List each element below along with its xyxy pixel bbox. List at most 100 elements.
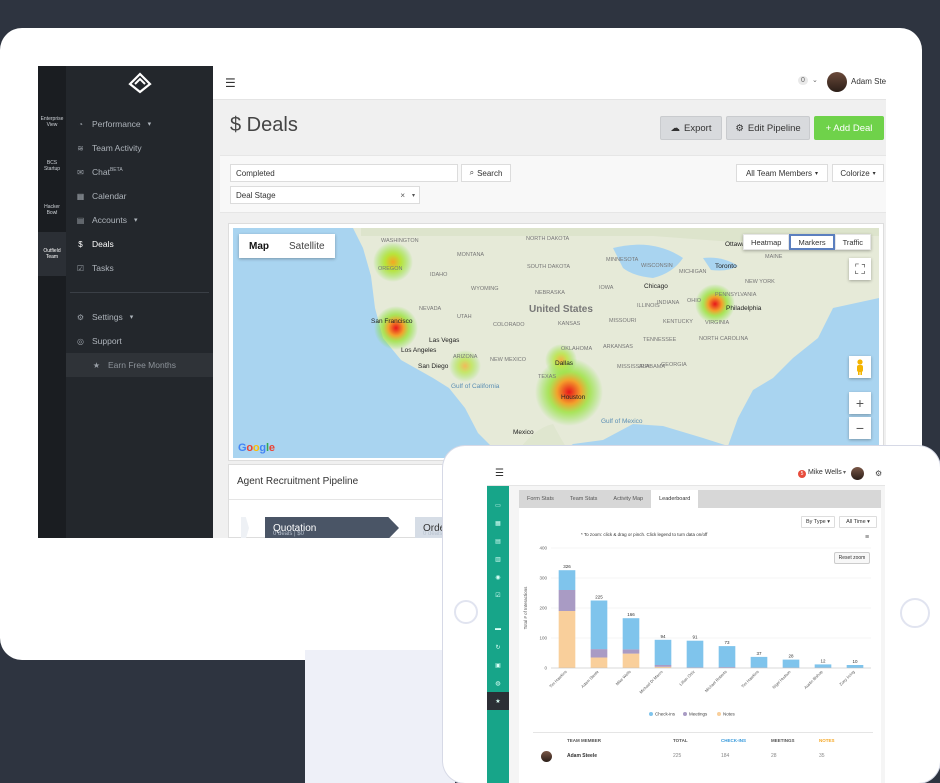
- deal-stage-select[interactable]: Deal Stage × ▾: [230, 186, 420, 204]
- x-tick-label: Lillian Ortiz: [678, 669, 696, 687]
- rail-icon[interactable]: ▦: [495, 520, 501, 527]
- map-label: NEW YORK: [745, 279, 775, 285]
- logo[interactable]: [127, 72, 153, 94]
- rail-icon[interactable]: ▤: [495, 538, 501, 545]
- rail-icon[interactable]: ↻: [495, 644, 501, 651]
- chevron-down-icon[interactable]: ▾: [843, 470, 847, 476]
- map-label: COLORADO: [493, 322, 525, 328]
- colorize-dropdown[interactable]: Colorize ▾: [832, 164, 884, 182]
- sidebar-item-calendar[interactable]: ▦ Calendar: [66, 184, 213, 208]
- sidebar-item-earn-free-months[interactable]: ★ Earn Free Months: [66, 353, 213, 377]
- chart-menu-icon[interactable]: ≡: [865, 534, 870, 541]
- map-label: MAINE: [765, 254, 783, 260]
- sidebar: ◔ Performance ▾ ≋ Team Activity ✉ ChatBETA ▦ Cal…: [66, 66, 213, 538]
- avatar: [541, 751, 552, 762]
- rail-icon[interactable]: ▬: [495, 626, 501, 632]
- map-label: WASHINGTON: [381, 238, 419, 244]
- markers-button[interactable]: Markers: [789, 234, 835, 250]
- map-label: Gulf of California: [451, 383, 500, 390]
- table-row[interactable]: Adam Steele 225 184 28 35: [519, 750, 881, 764]
- rail-icon[interactable]: ▥: [495, 556, 501, 563]
- rail-item-3[interactable]: Outfield Team: [38, 232, 66, 276]
- rail-item-1[interactable]: BCS Startup: [43, 160, 61, 172]
- colorize-label: Colorize: [840, 168, 870, 178]
- notification-badge[interactable]: 5: [798, 470, 806, 478]
- rail-item-2[interactable]: Hacker Bowl: [44, 204, 60, 216]
- all-time-dropdown[interactable]: All Time ▾: [839, 516, 877, 528]
- map-label: Mexico: [513, 429, 534, 436]
- map-label: UTAH: [457, 314, 472, 320]
- map-label: WISCONSIN: [641, 263, 673, 269]
- rail-icon[interactable]: ▣: [495, 662, 501, 669]
- clear-icon[interactable]: ×: [400, 190, 405, 200]
- map-label: KANSAS: [558, 321, 581, 327]
- user-name[interactable]: Adam Ste: [851, 77, 886, 86]
- pipeline-stage-quotation[interactable]: Quotation: [265, 517, 399, 538]
- status-filter-input[interactable]: Completed: [230, 164, 458, 182]
- data-label: 91: [692, 635, 698, 640]
- rail-icon[interactable]: ◉: [495, 574, 501, 581]
- map-label: Ottawa: [725, 241, 746, 248]
- deals-map[interactable]: WASHINGTON MONTANA NORTH DAKOTA MINNESOTA SO…: [233, 228, 879, 458]
- map-label: SOUTH DAKOTA: [527, 264, 570, 270]
- rail-icon[interactable]: ☑: [495, 592, 501, 599]
- team-members-dropdown[interactable]: All Team Members ▾: [736, 164, 828, 182]
- zoom-out-icon[interactable]: −: [849, 417, 871, 439]
- map-type-satellite[interactable]: Satellite: [289, 240, 325, 252]
- map-label: Chicago: [644, 283, 668, 290]
- pegman-icon[interactable]: [849, 356, 871, 378]
- sidebar-item-support[interactable]: ◎ Support: [66, 329, 213, 353]
- edit-pipeline-button[interactable]: ⚙ Edit Pipeline: [726, 116, 810, 140]
- sidebar-item-settings[interactable]: ⚙ Settings ▾: [66, 305, 213, 329]
- stage-label: Orde: [423, 522, 446, 534]
- export-button[interactable]: ☁ Export: [660, 116, 722, 140]
- user-name[interactable]: Mike Wells: [808, 469, 842, 476]
- sidebar-item-performance[interactable]: ◔ Performance ▾: [66, 112, 213, 136]
- sidebar-item-team-activity[interactable]: ≋ Team Activity: [66, 136, 213, 160]
- tab-team-stats[interactable]: Team Stats: [569, 496, 598, 502]
- bar-meetings: [558, 590, 576, 611]
- sidebar-item-label: Deals: [92, 239, 114, 249]
- gear-icon: ⚙: [76, 312, 85, 322]
- rail-item-0[interactable]: Enterprise View: [40, 116, 64, 128]
- legend-label: Meetings: [689, 712, 708, 717]
- chevron-down-icon[interactable]: ⌄: [812, 77, 818, 84]
- tab-form-stats[interactable]: Form Stats: [527, 496, 554, 502]
- avatar[interactable]: [851, 467, 864, 480]
- x-tick-label: Zoey Irving: [838, 669, 856, 687]
- search-button[interactable]: ⌕ Search: [461, 164, 511, 182]
- map-type-map[interactable]: Map: [249, 240, 269, 252]
- all-time-label: All Time: [846, 519, 866, 525]
- tab-leaderboard[interactable]: Leaderboard: [651, 490, 699, 508]
- avatar[interactable]: [827, 72, 847, 92]
- sidebar-item-label: Tasks: [92, 263, 114, 273]
- hamburger-icon[interactable]: ☰: [495, 468, 504, 479]
- x-tick-label: Mike Wells: [615, 669, 632, 686]
- sidebar-item-label: Calendar: [92, 191, 127, 201]
- notification-count[interactable]: 0: [798, 76, 808, 85]
- search-icon: ⌕: [469, 168, 475, 177]
- sidebar-item-accounts[interactable]: ▤ Accounts ▾: [66, 208, 213, 232]
- sidebar-item-deals[interactable]: $ Deals: [66, 232, 213, 256]
- tab-activity-map[interactable]: Activity Map: [613, 496, 644, 502]
- by-type-dropdown[interactable]: By Type ▾: [801, 516, 835, 528]
- zoom-in-icon[interactable]: +: [849, 392, 871, 414]
- hamburger-icon[interactable]: ☰: [225, 76, 236, 90]
- pipeline-card: Agent Recruitment Pipeline Quotation 0 d…: [228, 464, 479, 538]
- map-label: ARKANSAS: [603, 344, 633, 350]
- gear-icon[interactable]: ⚙: [875, 469, 883, 478]
- bar-checkins: [590, 600, 608, 650]
- reset-zoom-button[interactable]: Reset zoom: [834, 552, 870, 564]
- legend-marker: [717, 712, 721, 716]
- fullscreen-icon[interactable]: ⛶: [849, 258, 871, 280]
- add-deal-button[interactable]: + Add Deal: [814, 116, 884, 140]
- heatmap-button[interactable]: Heatmap: [743, 234, 790, 250]
- rail-icon[interactable]: ▭: [495, 502, 501, 509]
- sidebar-item-chat[interactable]: ✉ ChatBETA: [66, 160, 213, 184]
- traffic-button[interactable]: Traffic: [834, 234, 871, 250]
- rail-icon[interactable]: ◍: [495, 680, 501, 687]
- sidebar-item-tasks[interactable]: ☑ Tasks: [66, 256, 213, 280]
- rail-icon[interactable]: ★: [487, 692, 509, 710]
- dashboard-icon: ◔: [78, 119, 83, 129]
